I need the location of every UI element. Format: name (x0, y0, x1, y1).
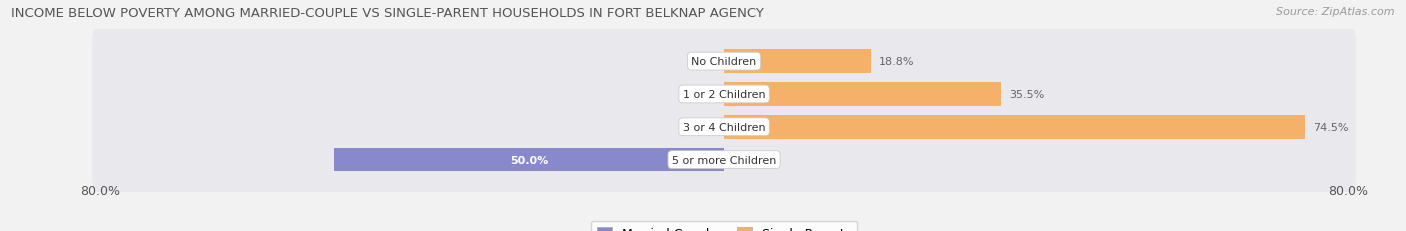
FancyBboxPatch shape (93, 30, 1355, 94)
FancyBboxPatch shape (93, 128, 1355, 192)
Text: 0.0%: 0.0% (733, 155, 761, 165)
Text: 5 or more Children: 5 or more Children (672, 155, 776, 165)
Text: No Children: No Children (692, 57, 756, 67)
Text: 50.0%: 50.0% (510, 155, 548, 165)
Text: 0.0%: 0.0% (688, 90, 716, 100)
Text: 0.0%: 0.0% (688, 122, 716, 132)
Legend: Married Couples, Single Parents: Married Couples, Single Parents (591, 221, 858, 231)
Text: 3 or 4 Children: 3 or 4 Children (683, 122, 765, 132)
Bar (335, 148, 724, 172)
Bar (724, 83, 1001, 106)
Text: INCOME BELOW POVERTY AMONG MARRIED-COUPLE VS SINGLE-PARENT HOUSEHOLDS IN FORT BE: INCOME BELOW POVERTY AMONG MARRIED-COUPL… (11, 7, 763, 20)
Text: 74.5%: 74.5% (1313, 122, 1348, 132)
Text: 1 or 2 Children: 1 or 2 Children (683, 90, 765, 100)
Text: 18.8%: 18.8% (879, 57, 914, 67)
FancyBboxPatch shape (93, 95, 1355, 159)
Text: 0.0%: 0.0% (688, 57, 716, 67)
Bar (724, 50, 870, 74)
FancyBboxPatch shape (93, 63, 1355, 127)
Text: 35.5%: 35.5% (1010, 90, 1045, 100)
Text: Source: ZipAtlas.com: Source: ZipAtlas.com (1277, 7, 1395, 17)
Bar (724, 116, 1305, 139)
